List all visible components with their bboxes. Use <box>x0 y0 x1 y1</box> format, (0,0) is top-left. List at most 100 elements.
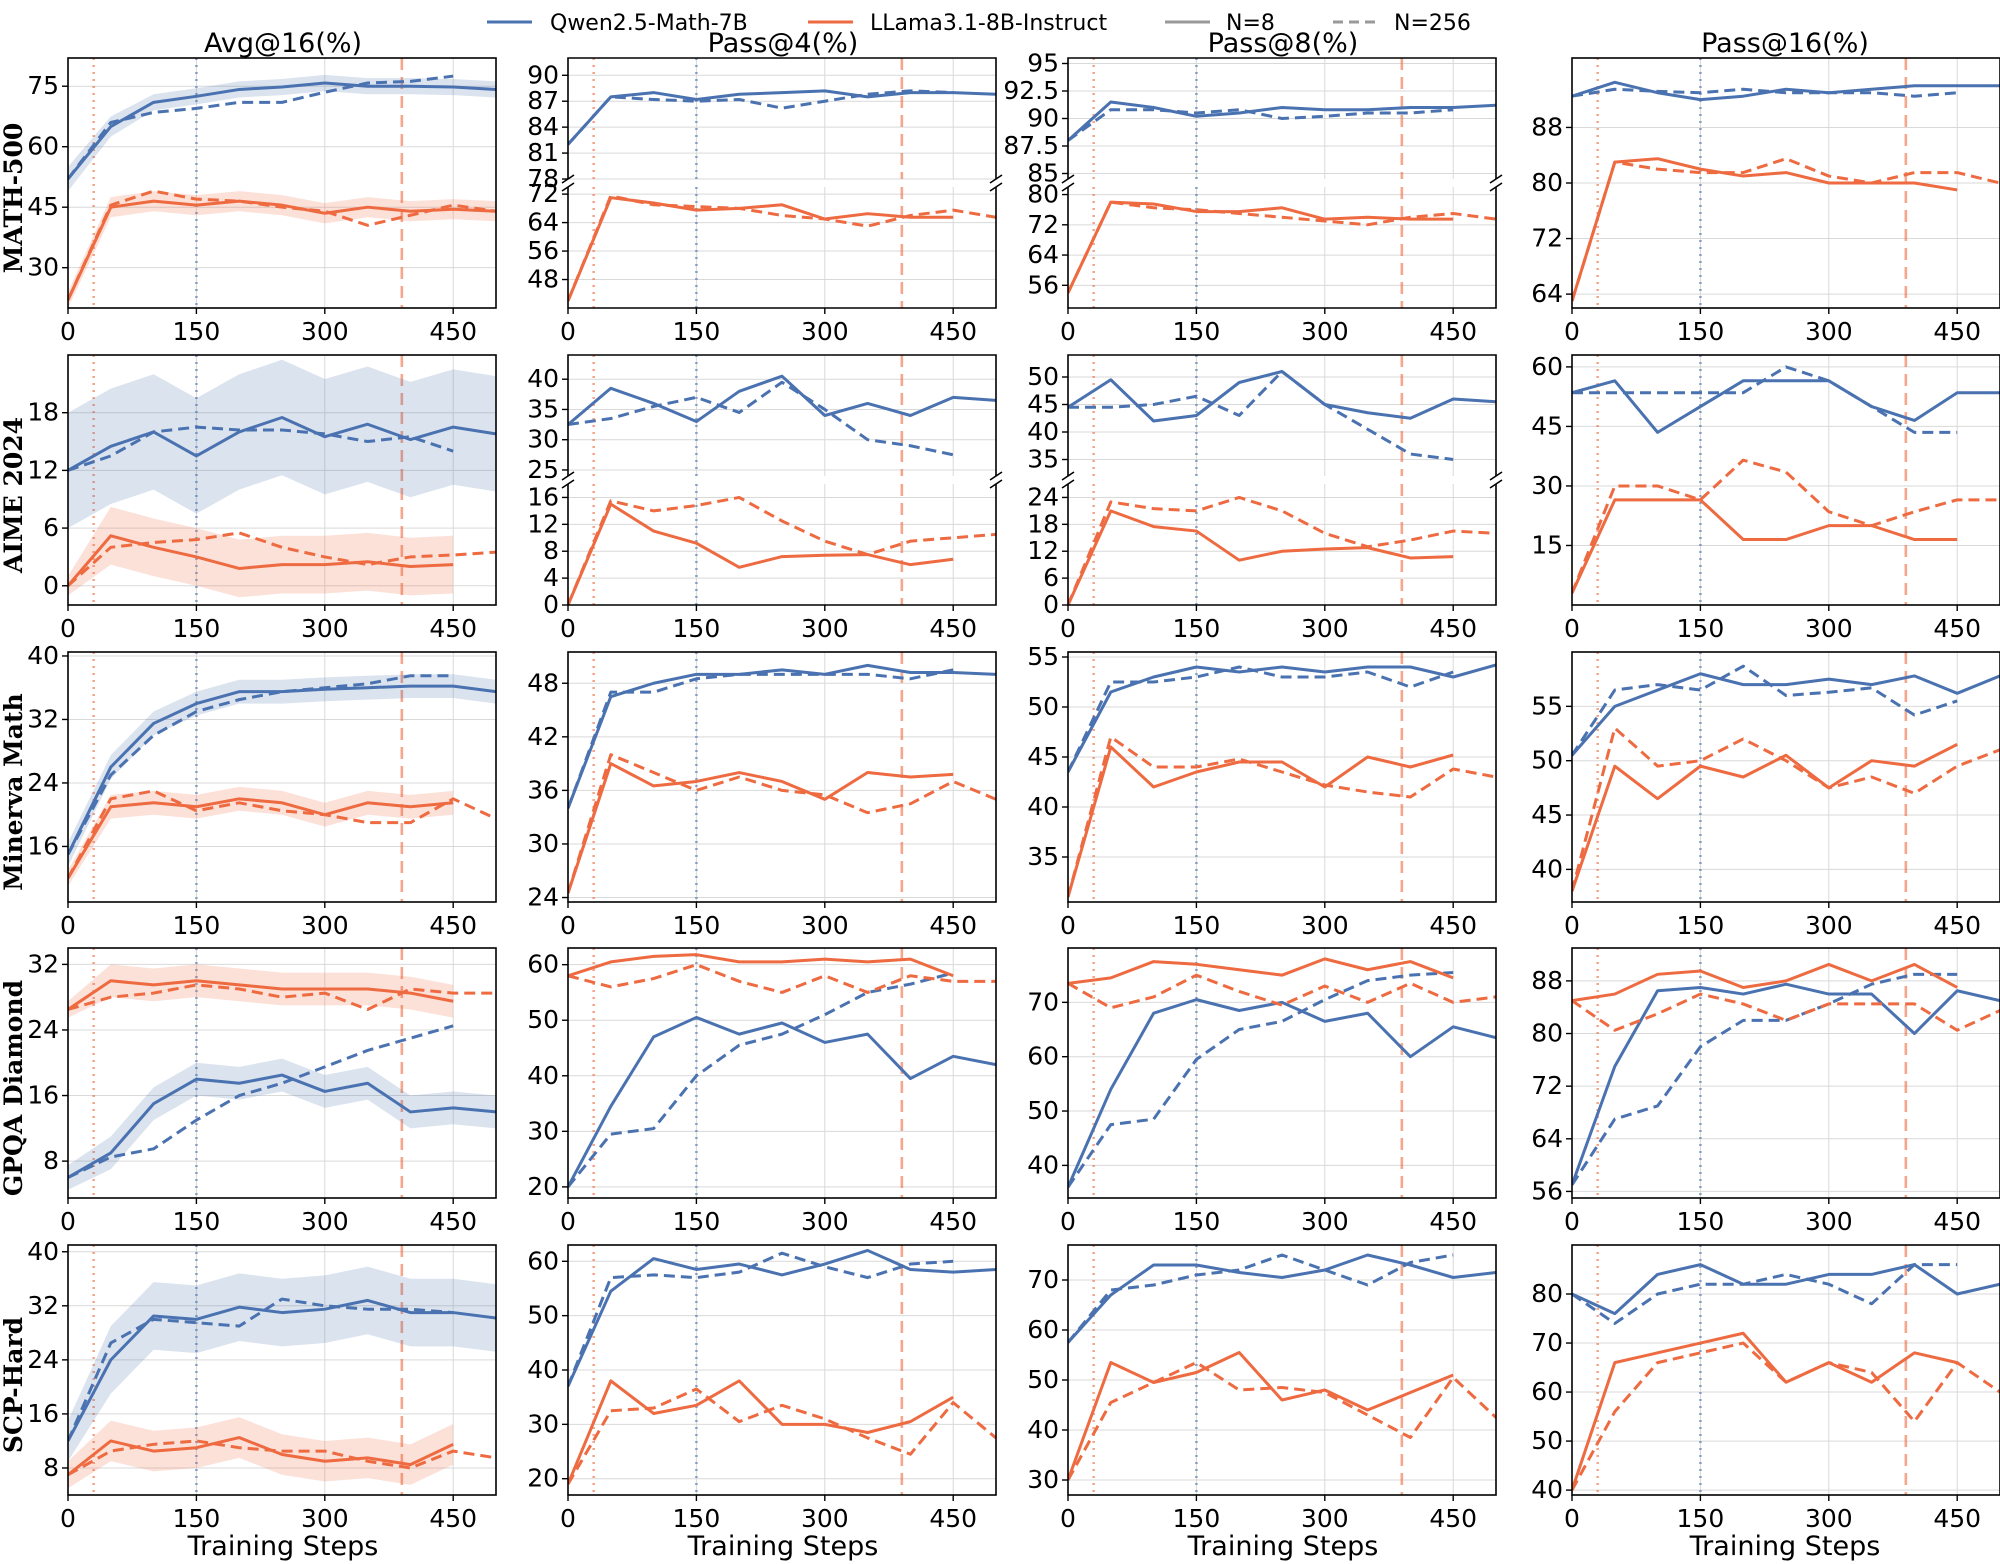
panel-r5c1-ytick-label: 24 <box>27 1345 59 1374</box>
panel-r4c3-series-1 <box>1068 970 1454 1188</box>
panel-r3c2-ytick-label: 30 <box>527 829 559 858</box>
panel-r1c1-frame <box>67 57 497 309</box>
panel-r1c4-ytick-label: 80 <box>1531 168 1563 197</box>
panel-r3c1-band-2 <box>68 786 454 887</box>
panel-r4c1-ytick-label: 16 <box>27 1081 59 1110</box>
panel-r1c4: 64 72 80 88 0 150 300 450 <box>1531 57 2000 346</box>
panel-r5c2-series-3 <box>568 1387 996 1485</box>
panel-r3c4-series-2 <box>1572 743 1958 892</box>
panel-r3c4: 40 45 50 55 0 150 300 450 <box>1531 651 2000 940</box>
panel-r3c1-series-1 <box>68 674 454 856</box>
panel-r3c1-ytick-label: 32 <box>27 704 59 733</box>
panel-r4c2-frame <box>567 947 997 1199</box>
panel-r5c4-frame <box>1571 1244 2000 1496</box>
panel-r1c4-xtick-label: 0 <box>1564 317 1580 346</box>
panel-r2c2-lower-ytick-label: 12 <box>527 509 559 538</box>
panel-r2c1-series-2 <box>68 534 454 587</box>
panel-r2c3-upper-ytick-label: 40 <box>1027 417 1059 446</box>
panel-r1c3-lower-xtick-label: 150 <box>1173 317 1221 346</box>
panel-r4c2-ytick-label: 40 <box>527 1061 559 1090</box>
panel-r1c2-upper-ytick-label: 90 <box>527 60 559 89</box>
panel-r5c1-series-2 <box>68 1436 454 1476</box>
panel-r1c4-ytick-label: 64 <box>1531 279 1563 308</box>
panel-r2c2-upper-series-0 <box>568 374 996 426</box>
panel-r1c2-lower-xtick-label: 450 <box>929 317 977 346</box>
panel-r4c2-ytick-label: 60 <box>527 950 559 979</box>
panel-r2c2-frame-upper <box>567 354 997 476</box>
panel-r2c2-lower-ytick-label: 0 <box>543 590 559 619</box>
x-axis-label-col3: Training Steps <box>1187 1531 1379 1562</box>
column-title-pass4: Pass@4(%) <box>708 28 859 59</box>
panel-r2c4-ytick-label: 45 <box>1531 411 1563 440</box>
panel-r5c2-xtick-label: 300 <box>801 1504 849 1533</box>
panel-r4c3: 40 50 60 70 0 150 300 450 <box>1027 947 1497 1236</box>
panel-r1c1-xtick-label: 300 <box>301 317 349 346</box>
legend-label-n256: N=256 <box>1394 11 1471 36</box>
column-title-pass16: Pass@16(%) <box>1701 28 1869 59</box>
panel-r2c3-upper-ytick-label: 50 <box>1027 362 1059 391</box>
panel-r1c3-upper-ytick-label: 92.5 <box>1003 76 1059 105</box>
panel-r3c1-ytick-label: 24 <box>27 768 59 797</box>
panel-r5c3-ytick-label: 50 <box>1027 1365 1059 1394</box>
column-title-avg16: Avg@16(%) <box>204 28 362 59</box>
panel-r2c4-ytick-label: 15 <box>1531 530 1563 559</box>
panel-r3c4-series-1 <box>1572 664 1958 757</box>
panel-r5c4-series-3 <box>1572 1341 2000 1491</box>
panel-r2c3-break-mark-1 <box>1061 479 1075 489</box>
panel-r3c3: 35 40 45 50 55 0 150 300 450 <box>1027 642 1497 940</box>
panel-r2c2-upper-ytick-label: 30 <box>527 425 559 454</box>
panel-r5c4-xtick-label: 450 <box>1933 1504 1981 1533</box>
panel-r3c4-series-3 <box>1572 726 2000 892</box>
panel-r1c3-break-mark-3 <box>1489 182 1503 192</box>
panel-r3c4-xtick-label: 450 <box>1933 911 1981 940</box>
panel-r4c1: 8 16 24 32 0 150 300 450 <box>27 947 497 1236</box>
panel-r1c3-lower-series-0 <box>1068 200 1454 294</box>
panel-r2c2-lower-ytick-label: 4 <box>543 563 559 592</box>
panel-r4c4-ytick-label: 64 <box>1531 1124 1563 1153</box>
panel-r3c1-frame <box>67 651 497 903</box>
panel-r2c1-ytick-label: 12 <box>27 455 59 484</box>
panel-r1c2-lower-ytick-label: 56 <box>527 236 559 265</box>
panel-r5c3-xtick-label: 450 <box>1429 1504 1477 1533</box>
panel-r2c3-upper-series-0 <box>1068 370 1496 423</box>
panel-r3c2-xtick-label: 0 <box>560 911 576 940</box>
panel-r1c3-break-mark-1 <box>1061 182 1075 192</box>
panel-r1c1-series-0 <box>68 81 496 180</box>
panel-r2c4-ytick-label: 30 <box>1531 471 1563 500</box>
panel-r3c2-series-0 <box>568 663 996 809</box>
panel-r3c4-ytick-label: 40 <box>1531 854 1563 883</box>
panel-r5c4-xtick-label: 300 <box>1805 1504 1853 1533</box>
panel-r3c2-series-3 <box>568 753 996 894</box>
panel-r2c2-upper-ytick-label: 35 <box>527 394 559 423</box>
panel-r1c4-frame <box>1571 57 2000 309</box>
panel-r1c1: 30 45 60 75 0 150 300 450 <box>27 57 497 346</box>
panel-r2c3-lower-xtick-label: 300 <box>1301 614 1349 643</box>
panel-r3c2: 24 30 36 42 48 0 150 300 450 <box>527 651 997 940</box>
panel-r3c2-ytick-label: 24 <box>527 883 559 912</box>
panel-r1c1-ytick-label: 45 <box>27 192 59 221</box>
panel-r4c3-ytick-label: 50 <box>1027 1096 1059 1125</box>
panel-r1c1-series-1 <box>68 74 454 180</box>
panel-r1c2-upper-ytick-label: 81 <box>527 138 559 167</box>
panel-r1c1-xtick-label: 150 <box>173 317 221 346</box>
panel-r4c1-band-0 <box>68 1058 496 1190</box>
panel-r4c1-xtick-label: 150 <box>173 1207 221 1236</box>
x-axis-label-col2: Training Steps <box>687 1531 879 1562</box>
panel-r5c2-xtick-label: 0 <box>560 1504 576 1533</box>
panel-r1c2-break-mark-3 <box>989 182 1003 192</box>
panel-r1c2-upper-series-1 <box>568 89 954 146</box>
panel-r2c3-break-mark-0 <box>1061 471 1075 481</box>
panel-r1c2-lower-series-1 <box>568 194 996 302</box>
panel-r1c3-upper-ytick-label: 95 <box>1027 49 1059 78</box>
panel-r5c3-ytick-label: 70 <box>1027 1265 1059 1294</box>
panel-r2c2-upper-ytick-label: 25 <box>527 455 559 484</box>
panel-r4c2-series-0 <box>568 1015 996 1188</box>
panel-r4c4-xtick-label: 150 <box>1677 1207 1725 1236</box>
panel-r2c1-series-0 <box>68 416 496 472</box>
panel-r5c3-series-3 <box>1068 1361 1496 1481</box>
panel-r1c1-ytick-label: 60 <box>27 132 59 161</box>
panel-r5c1: 8 16 24 32 40 0 150 300 450 <box>27 1237 497 1533</box>
panel-r1c2-frame-lower <box>567 187 997 309</box>
panel-r5c1-ytick-label: 32 <box>27 1291 59 1320</box>
